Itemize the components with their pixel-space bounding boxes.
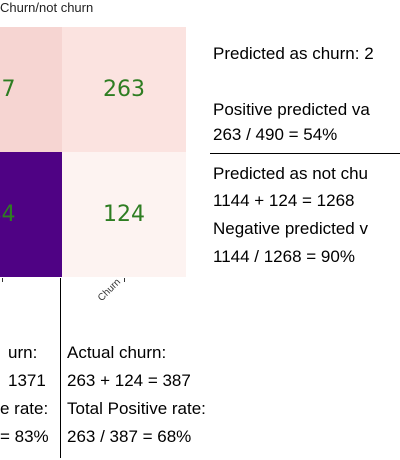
matrix-cell-bottom-right: 124 (62, 152, 186, 277)
negative-predicted-value: 1144 / 1268 = 90% (213, 245, 355, 269)
positive-predicted-label: Positive predicted va (213, 98, 370, 122)
cell-value: 27 (0, 77, 16, 102)
predicted-churn-line: Predicted as churn: 2 (213, 42, 374, 66)
matrix-cell-bottom-left: 44 (0, 152, 63, 277)
x-tick-mark (2, 278, 3, 282)
cell-value: 263 (103, 77, 145, 102)
total-positive-rate-label: Total Positive rate: (67, 397, 206, 421)
x-tick-mark (124, 278, 125, 282)
actual-not-churn-sum: 1371 (8, 369, 46, 393)
true-negative-rate-value: = 83% (0, 425, 49, 449)
positive-predicted-value: 263 / 490 = 54% (213, 123, 337, 147)
matrix-cell-top-left: 27 (0, 27, 63, 152)
actual-churn-sum: 263 + 124 = 387 (67, 369, 191, 393)
cell-value: 124 (103, 202, 145, 227)
actual-not-churn-label: urn: (8, 341, 37, 365)
matrix-cell-top-right: 263 (62, 27, 186, 152)
true-negative-rate-label: e rate: (0, 397, 48, 421)
horizontal-divider (210, 153, 400, 154)
actual-churn-label: Actual churn: (67, 341, 166, 365)
matrix-title: Churn/not churn (0, 0, 93, 15)
vertical-divider (60, 278, 61, 458)
predicted-not-churn-sum: 1144 + 124 = 1268 (213, 189, 355, 213)
x-tick-label: Churn (96, 277, 123, 304)
predicted-not-churn-line: Predicted as not chu (213, 162, 368, 186)
cell-value: 44 (0, 202, 16, 227)
total-positive-rate-value: 263 / 387 = 68% (67, 425, 191, 449)
negative-predicted-label: Negative predicted v (213, 217, 368, 241)
